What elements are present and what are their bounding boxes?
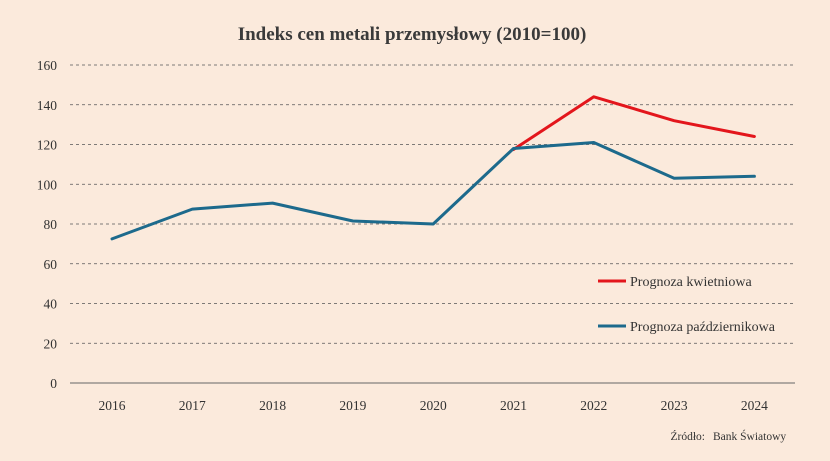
source-value: Bank Światowy (713, 429, 786, 443)
y-tick-label: 120 (37, 138, 58, 153)
x-tick-label: 2022 (580, 398, 607, 413)
series-line-2 (110, 141, 756, 241)
y-tick-label: 140 (37, 98, 58, 113)
series-line-1 (512, 95, 756, 151)
legend-label: Prognoza kwietniowa (630, 275, 752, 290)
x-tick-label: 2021 (500, 398, 527, 413)
y-axis-ticks: 0 20 40 60 80 100 120 140 160 (37, 58, 58, 391)
source-label: Źródło: (671, 429, 706, 443)
y-tick-label: 160 (37, 58, 58, 73)
y-tick-label: 20 (44, 336, 58, 351)
x-tick-label: 2020 (420, 398, 447, 413)
x-tick-label: 2019 (339, 398, 366, 413)
chart-title: Indeks cen metali przemysłowy (2010=100) (238, 24, 587, 45)
source-note: Źródło: Bank Światowy (671, 429, 787, 443)
x-axis-ticks: 2016 2017 2018 2019 2020 2021 2022 2023 2024 (99, 398, 769, 413)
x-tick-label: 2018 (259, 398, 286, 413)
y-tick-label: 40 (44, 297, 58, 312)
y-tick-label: 80 (44, 217, 58, 232)
y-tick-label: 0 (50, 376, 57, 391)
legend-label: Prognoza październikowa (630, 320, 776, 335)
x-tick-label: 2016 (99, 398, 126, 413)
series-lines (110, 95, 756, 241)
x-tick-label: 2024 (741, 398, 768, 413)
x-tick-label: 2023 (661, 398, 688, 413)
y-tick-label: 60 (44, 257, 58, 272)
gridlines (70, 64, 795, 384)
y-tick-label: 100 (37, 177, 58, 192)
legend: Prognoza kwietniowa Prognoza październiko… (598, 275, 776, 335)
x-tick-label: 2017 (179, 398, 206, 413)
